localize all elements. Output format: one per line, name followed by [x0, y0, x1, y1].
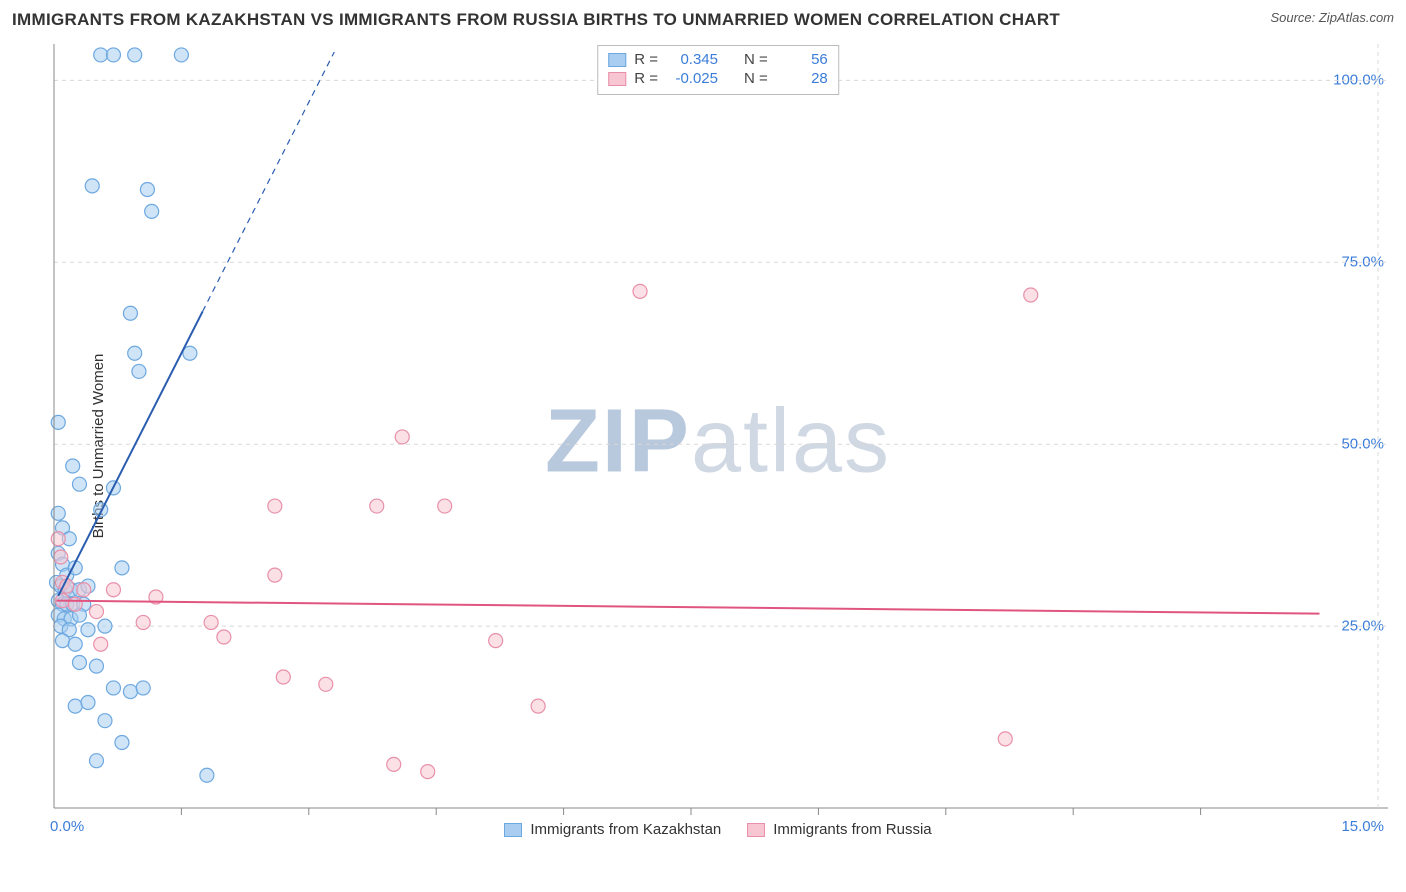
source-label: Source: ZipAtlas.com: [1270, 10, 1394, 25]
legend-item-1: Immigrants from Russia: [747, 821, 931, 838]
stats-row-series-0: R = 0.345 N = 56: [608, 51, 828, 68]
bottom-legend: Immigrants from Kazakhstan Immigrants fr…: [48, 821, 1388, 838]
stat-label-n: N =: [744, 51, 768, 68]
legend-label-1: Immigrants from Russia: [773, 821, 931, 838]
stat-n-1: 28: [776, 70, 828, 87]
legend-swatch-0: [504, 823, 522, 837]
stat-label-r: R =: [634, 51, 658, 68]
series-swatch-1: [608, 72, 626, 86]
series-swatch-0: [608, 53, 626, 67]
stat-n-0: 56: [776, 51, 828, 68]
stats-row-series-1: R = -0.025 N = 28: [608, 70, 828, 87]
chart-title: IMMIGRANTS FROM KAZAKHSTAN VS IMMIGRANTS…: [12, 10, 1060, 30]
legend-label-0: Immigrants from Kazakhstan: [530, 821, 721, 838]
legend-swatch-1: [747, 823, 765, 837]
stat-r-0: 0.345: [666, 51, 718, 68]
stat-r-1: -0.025: [666, 70, 718, 87]
stats-box: R = 0.345 N = 56 R = -0.025 N = 28: [597, 45, 839, 95]
stat-label-r: R =: [634, 70, 658, 87]
stat-label-n: N =: [744, 70, 768, 87]
plot-area: ZIPatlas 100.0% 75.0% 50.0% 25.0% 0.0% 1…: [48, 42, 1388, 842]
axis-overlay: [48, 42, 1388, 842]
legend-item-0: Immigrants from Kazakhstan: [504, 821, 721, 838]
